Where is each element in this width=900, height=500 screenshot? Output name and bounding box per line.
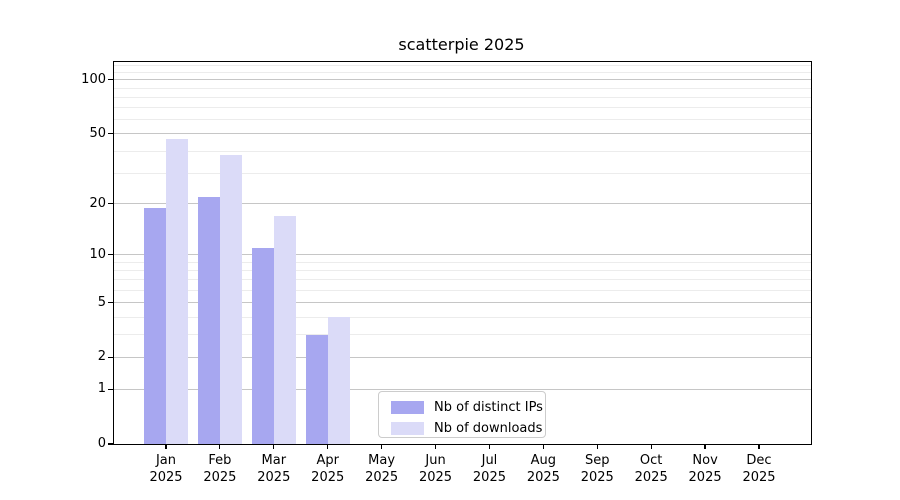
major-gridline (114, 203, 811, 205)
minor-gridline (114, 270, 811, 272)
legend-label-downloads: Nb of downloads (434, 421, 543, 436)
bar-downloads-mar (273, 215, 296, 444)
y-tick-label: 5 (97, 294, 106, 310)
y-tick-label: 1 (97, 381, 106, 397)
bar-distinct-ips-jan (144, 207, 166, 444)
minor-gridline (114, 261, 811, 263)
y-tick-label: 50 (89, 125, 106, 141)
y-tick-mark (108, 133, 113, 135)
x-tick-label: Sep 2025 (580, 453, 614, 485)
minor-gridline (114, 119, 811, 121)
major-gridline (114, 388, 811, 390)
x-tick-label: Jun 2025 (418, 453, 453, 485)
y-tick-mark (108, 388, 113, 390)
x-tick-mark (650, 444, 652, 449)
x-tick-mark (327, 444, 329, 449)
legend: Nb of distinct IPs Nb of downloads (378, 391, 546, 438)
minor-gridline (114, 87, 811, 89)
minor-gridline (114, 172, 811, 174)
legend-item-distinct-ips: Nb of distinct IPs (379, 397, 545, 418)
y-tick-label: 0 (97, 436, 106, 451)
x-tick-label: Oct 2025 (634, 453, 668, 485)
major-gridline (114, 356, 811, 358)
minor-gridline (114, 96, 811, 98)
x-tick-label: Jul 2025 (472, 453, 506, 485)
x-tick-mark (704, 444, 706, 449)
y-tick-mark (108, 356, 113, 358)
y-tick-mark (108, 254, 113, 256)
x-tick-mark (488, 444, 491, 449)
bar-downloads-jan (166, 138, 188, 444)
x-tick-label: Mar 2025 (257, 453, 291, 485)
bar-downloads-apr (327, 317, 350, 444)
chart-title: scatterpie 2025 (398, 35, 525, 54)
x-tick-label: May 2025 (365, 453, 399, 485)
y-tick-label: 10 (89, 246, 106, 262)
x-tick-mark (596, 444, 598, 449)
downloads-swatch (391, 422, 424, 435)
plot-area: 0 1 2 5 10 20 50 100 Jan 2025 Feb 2025 Mar 2025 Apr… (81, 61, 812, 485)
major-gridline (114, 79, 811, 81)
x-tick-mark (219, 444, 221, 449)
major-gridline (114, 302, 811, 304)
x-tick-label: Nov 2025 (688, 453, 722, 485)
minor-gridline (114, 150, 811, 152)
minor-gridline (114, 279, 811, 281)
x-tick-label: Feb 2025 (203, 453, 237, 485)
x-tick-label: Aug 2025 (526, 453, 560, 485)
y-tick-mark (108, 203, 113, 205)
distinct-ips-swatch (391, 401, 424, 414)
bar-distinct-ips-mar (251, 247, 274, 444)
minor-gridline (114, 107, 811, 109)
minor-gridline (114, 289, 811, 291)
minor-gridline (114, 65, 811, 67)
x-tick-label: Jan 2025 (149, 453, 183, 485)
legend-label-distinct-ips: Nb of distinct IPs (434, 400, 543, 415)
y-tick-mark (108, 302, 113, 304)
major-gridline (114, 133, 811, 135)
legend-item-downloads: Nb of downloads (379, 418, 545, 439)
y-tick-mark (108, 443, 113, 445)
minor-gridline (114, 334, 811, 336)
x-tick-mark (381, 444, 383, 449)
x-tick-mark (542, 444, 544, 449)
x-tick-label: Dec 2025 (742, 453, 776, 485)
x-tick-label: Apr 2025 (311, 453, 345, 485)
major-gridline (114, 254, 811, 256)
x-tick-mark (758, 444, 760, 449)
y-tick-label: 2 (97, 349, 106, 365)
bar-distinct-ips-feb (197, 196, 220, 444)
x-tick-mark (434, 444, 437, 449)
y-tick-label: 20 (89, 195, 106, 211)
bar-distinct-ips-apr (305, 334, 328, 444)
bar-downloads-feb (219, 154, 242, 444)
y-tick-label: 100 (81, 71, 106, 87)
minor-gridline (114, 71, 811, 73)
y-tick-mark (108, 79, 113, 81)
x-tick-mark (165, 444, 167, 449)
x-tick-mark (273, 444, 275, 449)
minor-gridline (114, 316, 811, 318)
